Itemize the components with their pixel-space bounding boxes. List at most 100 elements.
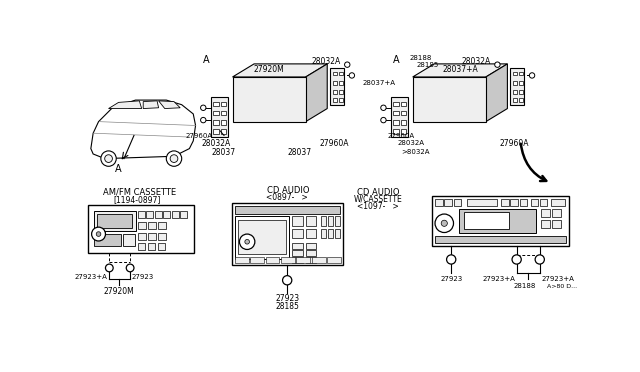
Circle shape <box>245 240 250 244</box>
Text: AM/FM CASSETTE: AM/FM CASSETTE <box>103 188 176 197</box>
Circle shape <box>529 73 535 78</box>
Bar <box>235 217 289 259</box>
Text: [1194-0897]: [1194-0897] <box>113 195 161 204</box>
Text: A: A <box>115 164 122 174</box>
Circle shape <box>126 264 134 272</box>
Bar <box>435 199 443 206</box>
Bar <box>232 203 344 265</box>
Bar <box>335 229 340 238</box>
Bar <box>333 90 337 94</box>
Bar <box>519 71 523 76</box>
Bar <box>123 234 135 246</box>
Bar <box>459 209 536 232</box>
Circle shape <box>344 62 350 67</box>
Bar <box>292 243 303 249</box>
Text: 28032A: 28032A <box>312 57 341 66</box>
Bar <box>221 102 225 106</box>
Bar <box>333 71 337 76</box>
Bar <box>552 209 561 217</box>
Bar <box>97 214 132 228</box>
Bar <box>138 243 145 250</box>
Text: 27920M: 27920M <box>104 286 134 295</box>
Text: 28032A: 28032A <box>202 139 231 148</box>
Bar <box>401 129 406 134</box>
Text: 27923+A: 27923+A <box>541 276 574 282</box>
Text: 27960A: 27960A <box>186 132 212 138</box>
Text: 28032A: 28032A <box>461 57 490 66</box>
Text: 28037: 28037 <box>212 148 236 157</box>
Bar <box>148 232 156 240</box>
Polygon shape <box>413 64 508 77</box>
Bar <box>513 81 517 85</box>
Circle shape <box>381 105 386 110</box>
Bar <box>394 120 399 125</box>
Bar <box>401 120 406 125</box>
Circle shape <box>200 105 206 110</box>
Bar <box>281 257 295 263</box>
Bar <box>551 199 565 206</box>
Bar <box>511 199 518 206</box>
Bar <box>513 71 517 76</box>
Bar <box>432 196 569 246</box>
Bar <box>339 81 342 85</box>
Bar <box>328 229 333 238</box>
Bar <box>401 102 406 106</box>
Bar <box>155 211 162 218</box>
Bar <box>172 211 179 218</box>
Bar <box>292 250 303 256</box>
Bar <box>180 211 187 218</box>
Bar <box>333 81 337 85</box>
Bar <box>391 97 408 137</box>
Bar <box>148 222 156 230</box>
Bar <box>235 257 249 263</box>
Bar <box>211 97 228 137</box>
Text: 28185: 28185 <box>417 62 439 68</box>
Text: A>80 D...: A>80 D... <box>547 284 577 289</box>
Bar <box>339 98 342 102</box>
Bar <box>552 220 561 228</box>
Bar <box>235 206 340 214</box>
Text: CD AUDIO: CD AUDIO <box>357 188 399 197</box>
Bar <box>467 199 497 206</box>
Text: 27923: 27923 <box>275 294 300 303</box>
Bar <box>232 77 306 122</box>
Text: A: A <box>392 55 399 65</box>
Bar <box>394 111 399 115</box>
Bar <box>328 217 333 225</box>
Text: 27923: 27923 <box>440 276 462 282</box>
Circle shape <box>239 234 255 250</box>
Polygon shape <box>143 101 159 109</box>
Bar <box>513 90 517 94</box>
Bar <box>292 217 303 225</box>
Bar <box>519 81 523 85</box>
Bar <box>339 71 342 76</box>
Bar <box>333 98 337 102</box>
Bar <box>541 209 550 217</box>
Circle shape <box>495 62 500 67</box>
Bar <box>541 220 550 228</box>
Bar <box>401 111 406 115</box>
Bar <box>444 199 452 206</box>
Text: 28037+A: 28037+A <box>363 80 396 86</box>
Bar <box>531 199 538 206</box>
Text: 27923+A: 27923+A <box>75 274 108 280</box>
Circle shape <box>512 255 521 264</box>
Bar <box>158 222 166 230</box>
Bar <box>435 235 566 243</box>
Bar <box>306 229 316 238</box>
Bar <box>394 102 399 106</box>
Circle shape <box>96 232 101 236</box>
Polygon shape <box>232 64 327 77</box>
Bar <box>321 217 326 225</box>
Text: CD AUDIO: CD AUDIO <box>267 186 309 195</box>
Bar <box>306 257 316 263</box>
Text: 28188: 28188 <box>513 283 536 289</box>
Bar <box>138 211 145 218</box>
Bar <box>501 199 509 206</box>
Text: 27923+A: 27923+A <box>482 276 515 282</box>
Bar <box>158 232 166 240</box>
Bar <box>138 232 145 240</box>
Bar <box>158 243 164 250</box>
Text: 28037: 28037 <box>287 148 312 157</box>
Bar <box>213 129 219 134</box>
